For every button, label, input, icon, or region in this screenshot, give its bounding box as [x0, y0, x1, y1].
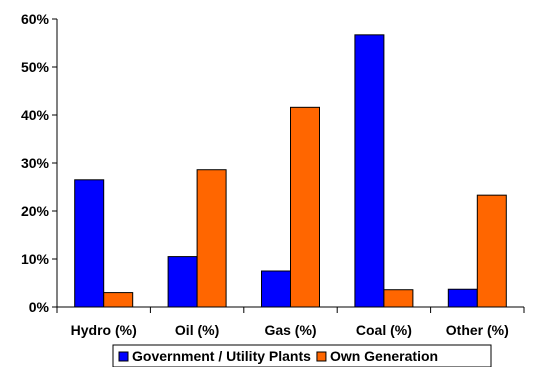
plot-area: 0% 10% 20% 30% 40% 50% 60% Hydro (%) Oil (%) Gas …: [21, 11, 525, 338]
y-tick-label: 60%: [21, 11, 50, 27]
legend-label: Government / Utility Plants: [132, 348, 311, 364]
y-tick-label: 10%: [21, 251, 50, 267]
bar-own-generation: [103, 292, 134, 308]
bar-own-generation: [290, 106, 320, 308]
bar-own-generation: [383, 289, 414, 308]
legend: Government / Utility Plants Own Generatio…: [112, 344, 492, 367]
legend-box: [112, 344, 492, 367]
bar-government: [74, 179, 105, 308]
x-tick-label: Hydro (%): [71, 322, 137, 338]
y-tick-label: 20%: [21, 203, 50, 219]
y-tick-label: 30%: [21, 155, 50, 171]
y-tick-label: 40%: [21, 107, 50, 123]
legend-label: Own Generation: [330, 348, 438, 364]
legend-swatch: [118, 351, 129, 362]
bar-government: [167, 256, 198, 308]
bar-government: [354, 34, 385, 308]
legend-swatch: [316, 351, 327, 362]
bar-own-generation: [476, 194, 507, 308]
x-tick-label: Other (%): [446, 322, 509, 338]
bar-government: [447, 288, 478, 308]
x-tick-label: Coal (%): [356, 322, 412, 338]
bar-own-generation: [196, 169, 227, 308]
x-tick-label: Oil (%): [175, 322, 219, 338]
bar-government: [261, 270, 291, 308]
x-tick-label: Gas (%): [264, 322, 316, 338]
y-tick-label: 50%: [21, 59, 50, 75]
y-tick-label: 0%: [29, 299, 50, 315]
